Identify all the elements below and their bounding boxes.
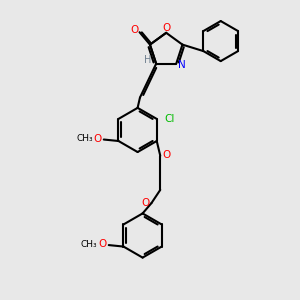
- Text: CH₃: CH₃: [76, 134, 93, 143]
- Text: O: O: [162, 150, 170, 160]
- Text: O: O: [130, 25, 138, 35]
- Text: O: O: [141, 197, 150, 208]
- Text: O: O: [98, 239, 106, 250]
- Text: N: N: [178, 60, 185, 70]
- Text: CH₃: CH₃: [81, 240, 97, 249]
- Text: H: H: [144, 55, 152, 64]
- Text: O: O: [93, 134, 101, 144]
- Text: O: O: [162, 23, 170, 33]
- Text: Cl: Cl: [164, 114, 174, 124]
